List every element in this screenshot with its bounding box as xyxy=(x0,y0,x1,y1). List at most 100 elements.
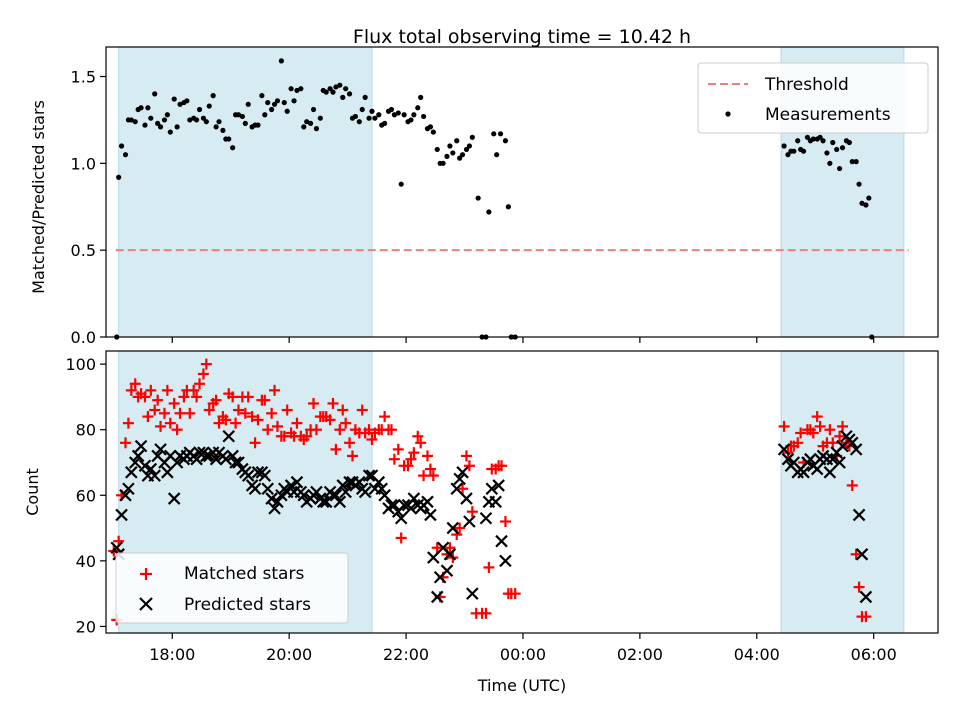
matched-star-point-114 xyxy=(480,607,492,619)
measurement-point-54 xyxy=(288,86,294,92)
matched-star-point-93 xyxy=(408,447,420,459)
matched-star-point-15 xyxy=(155,420,167,432)
measurement-point-33 xyxy=(220,127,226,133)
measurement-point-115 xyxy=(491,131,497,137)
matched-star-point-35 xyxy=(220,414,232,426)
matched-star-point-111 xyxy=(466,506,478,518)
bottom-x-axis: 18:00 20:00 22:00 00:00 02:00 04:00 06:00 xyxy=(149,633,897,664)
measurement-point-85 xyxy=(388,106,395,113)
chart-title: Flux total observing time = 10.42 h xyxy=(353,26,691,48)
top-legend-box xyxy=(697,62,929,134)
measurement-point-50 xyxy=(274,98,281,104)
predicted-star-point-26 xyxy=(193,446,206,459)
predicted-star-point-62 xyxy=(310,485,323,499)
measurement-point-111 xyxy=(475,195,481,201)
measurement-point-9 xyxy=(142,122,148,128)
measurement-point-57 xyxy=(298,86,304,92)
matched-star-point-80 xyxy=(366,434,378,446)
measurement-point-40 xyxy=(242,120,248,127)
predicted-star-point-51 xyxy=(275,489,288,502)
matched-star-point-41 xyxy=(239,407,251,419)
bottom-y-tick-label-2: 60 xyxy=(76,486,96,505)
matched-star-point-20 xyxy=(171,424,183,436)
measurement-point-143 xyxy=(849,159,855,165)
measurement-point-140 xyxy=(839,145,846,151)
measurement-point-62 xyxy=(313,126,320,132)
measurement-point-80 xyxy=(372,115,378,121)
measurement-point-29 xyxy=(206,103,212,109)
matched-star-point-68 xyxy=(327,397,339,409)
predicted-star-point-83 xyxy=(378,489,391,502)
measurement-point-70 xyxy=(340,94,346,100)
measurement-point-31 xyxy=(213,124,219,130)
measurement-point-119 xyxy=(505,204,511,210)
measurement-point-116 xyxy=(494,152,500,158)
predicted-star-point-2 xyxy=(115,508,128,522)
measurement-point-97 xyxy=(427,124,434,130)
matched-star-point-28 xyxy=(197,368,209,380)
measurement-point-79 xyxy=(369,108,375,114)
measurement-point-133 xyxy=(817,134,823,140)
predicted-star-point-98 xyxy=(427,551,440,564)
measurement-point-15 xyxy=(161,117,168,123)
x-tick-label-5: 04:00 xyxy=(734,645,780,664)
predicted-star-point-92 xyxy=(407,492,421,505)
predicted-star-point-34 xyxy=(219,452,233,466)
predicted-star-point-28 xyxy=(200,449,213,463)
measurement-point-77 xyxy=(362,94,368,100)
predicted-star-point-11 xyxy=(144,462,158,476)
matched-star-point-146 xyxy=(850,548,862,560)
measurement-point-25 xyxy=(194,117,200,123)
legend-matched-label: Matched stars xyxy=(184,564,304,584)
predicted-star-point-106 xyxy=(453,472,466,486)
matched-star-point-24 xyxy=(184,407,196,419)
predicted-star-point-118 xyxy=(777,443,791,456)
predicted-star-point-70 xyxy=(336,479,350,492)
measurement-point-145 xyxy=(856,181,862,187)
measurement-point-136 xyxy=(827,160,833,166)
predicted-star-point-143 xyxy=(859,590,873,604)
predicted-star-point-135 xyxy=(833,456,846,469)
observing-window-1 xyxy=(780,350,905,634)
matched-star-point-47 xyxy=(259,394,271,406)
matched-star-point-12 xyxy=(145,384,157,396)
predicted-star-point-89 xyxy=(397,498,411,512)
measurement-point-69 xyxy=(337,82,343,88)
matched-star-point-119 xyxy=(496,460,508,472)
matched-star-point-96 xyxy=(418,470,430,482)
matched-star-point-13 xyxy=(149,404,161,416)
matched-star-point-98 xyxy=(424,463,436,475)
measurement-point-20 xyxy=(177,101,183,107)
measurement-point-22 xyxy=(184,98,190,104)
measurement-point-107 xyxy=(459,152,466,158)
measurement-point-134 xyxy=(820,138,826,144)
matched-star-point-120 xyxy=(499,516,511,528)
measurement-point-109 xyxy=(466,143,472,149)
matched-star-point-71 xyxy=(337,404,349,416)
predicted-star-point-49 xyxy=(268,502,281,515)
measurement-point-16 xyxy=(164,112,170,118)
measurement-point-32 xyxy=(216,119,222,125)
predicted-star-point-109 xyxy=(463,515,476,528)
x-tick-label-4: 02:00 xyxy=(617,645,663,664)
predicted-star-point-4 xyxy=(122,482,135,495)
x-tick-label-6: 06:00 xyxy=(851,645,897,664)
predicted-star-point-6 xyxy=(128,456,142,469)
measurement-point-74 xyxy=(352,113,359,120)
matched-star-point-5 xyxy=(122,417,134,429)
predicted-star-point-132 xyxy=(823,466,837,479)
matched-star-point-29 xyxy=(200,358,212,370)
predicted-star-point-18 xyxy=(167,492,181,505)
bottom-y-tick-label-0: 20 xyxy=(76,617,96,636)
matched-star-point-19 xyxy=(168,397,180,409)
predicted-star-point-41 xyxy=(241,469,255,482)
measurement-point-102 xyxy=(444,153,450,160)
matched-star-point-54 xyxy=(281,404,293,416)
matched-star-point-145 xyxy=(846,479,858,491)
matched-star-point-50 xyxy=(269,384,281,396)
measurement-point-44 xyxy=(255,122,261,128)
predicted-star-point-77 xyxy=(358,485,372,499)
bottom-y-tick-label-4: 100 xyxy=(65,355,96,374)
predicted-star-point-104 xyxy=(446,521,460,535)
measurement-point-147 xyxy=(863,202,869,208)
